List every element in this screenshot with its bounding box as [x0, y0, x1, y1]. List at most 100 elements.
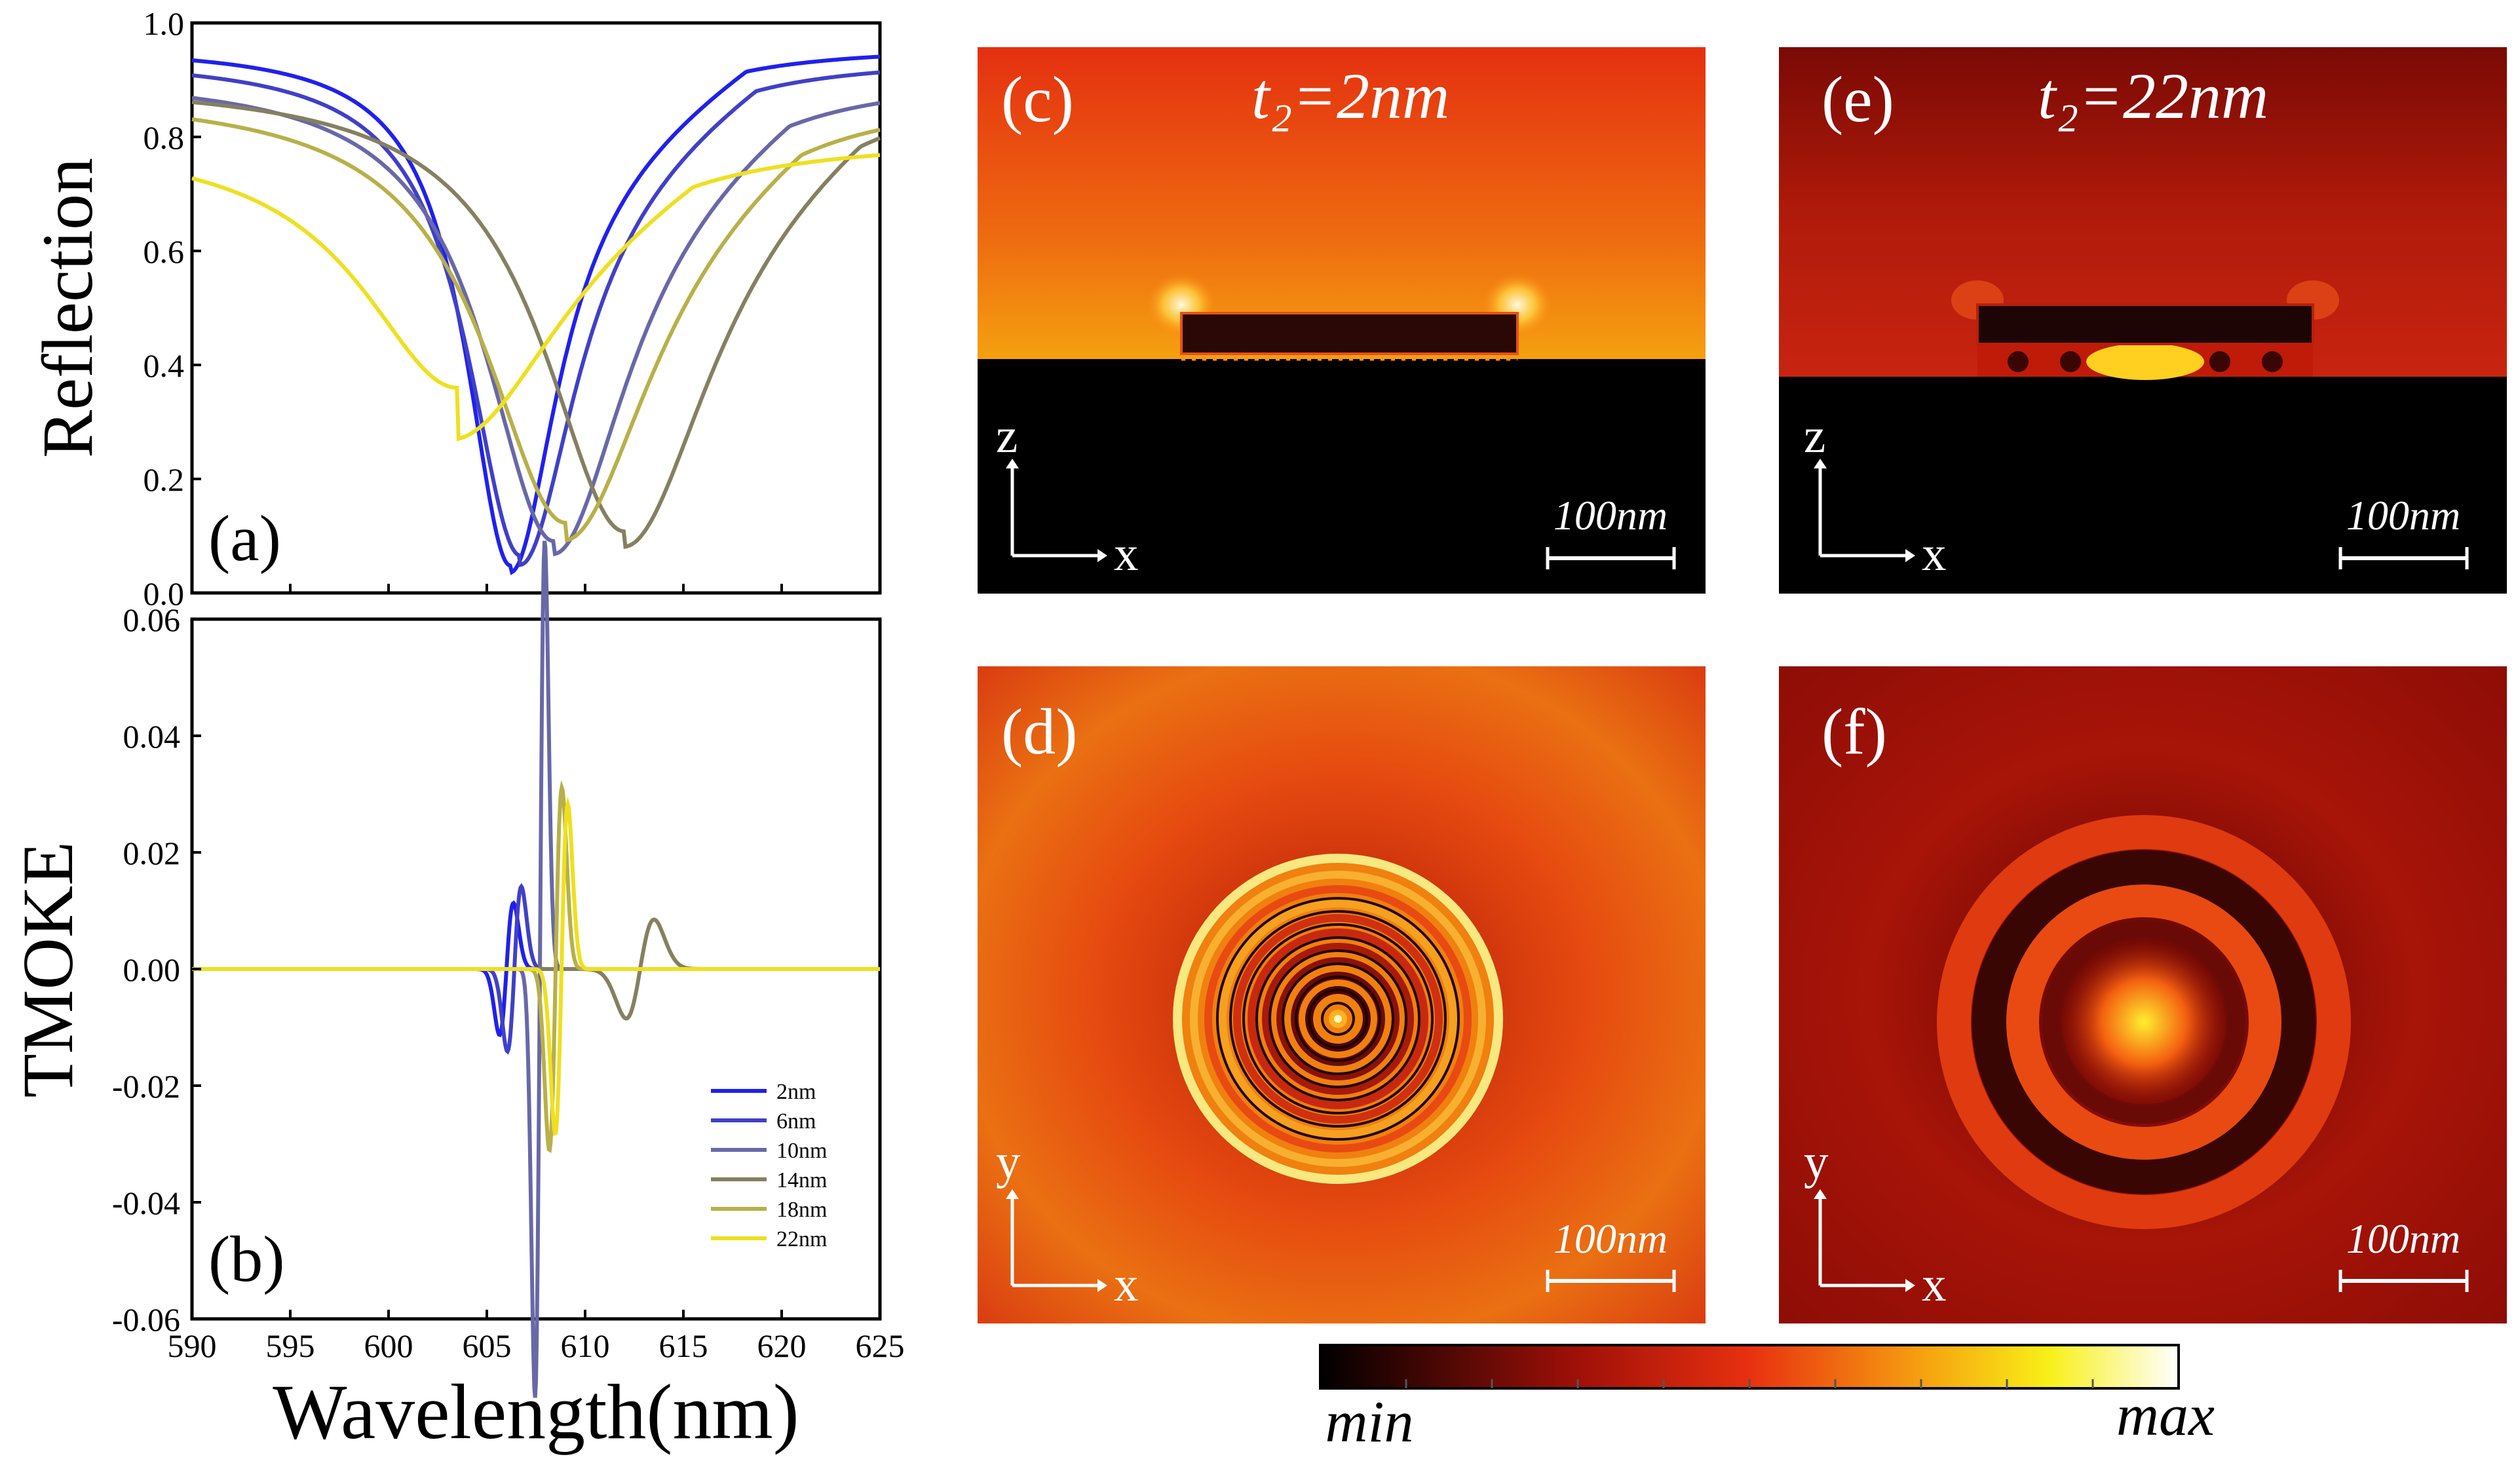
y-ticks-a: 0.0 0.2 0.4 0.6 0.8 1.0 [143, 5, 881, 612]
panel-title-c: t₂=2nm [1251, 60, 1449, 132]
panel-label-c: (c) [1001, 63, 1074, 136]
panel-label-f: (f) [1822, 695, 1887, 768]
y-tick-label-b: 0.04 [123, 718, 181, 755]
field-d-fringe [1269, 949, 1407, 1088]
y-tick-label-b: -0.04 [112, 1185, 180, 1221]
field-d-ring [1262, 943, 1414, 1095]
panel-d: (d) y x 100nm [978, 666, 1706, 1323]
field-d-ring [1276, 957, 1400, 1080]
axis-h-f: x [1922, 1257, 1947, 1312]
field-d-fringe [1255, 936, 1421, 1101]
tmoke-curves [192, 541, 880, 1398]
legend: 2nm 6nm 10nm 14nm 18nm 22nm [711, 1080, 827, 1251]
panel-label-e: (e) [1822, 63, 1894, 136]
x-tick-label-b: 590 [168, 1327, 217, 1364]
field-f-middle-ring [2006, 885, 2281, 1160]
x-tick-label-b: 595 [266, 1327, 315, 1364]
field-f-core [2059, 937, 2229, 1107]
field-e-substrate [1779, 377, 2507, 594]
field-d-fringe [1216, 897, 1460, 1141]
field-f-dark-ring [1972, 850, 2316, 1194]
axes-indicator-f [1814, 1189, 1915, 1292]
legend-label: 2nm [776, 1080, 816, 1104]
field-e-node [2209, 351, 2230, 372]
scalebar-label-e: 100nm [2346, 492, 2460, 539]
axis-h-d: x [1114, 1257, 1139, 1312]
field-c-upper [978, 47, 1706, 359]
xlabel: Wavelength(nm) [273, 1368, 799, 1455]
y-tick-label-a: 0.8 [143, 119, 185, 156]
panel-e: (e) t₂=22nm z x 100nm [1779, 47, 2507, 594]
panel-c: (c) t₂=2nm z x 100nm [978, 47, 1706, 594]
scalebar-label-f: 100nm [2346, 1215, 2460, 1262]
axes-indicator-d [1006, 1189, 1107, 1292]
field-e-node [2060, 351, 2081, 372]
y-tick-label-a: 1.0 [143, 5, 185, 42]
axes-indicator-e [1814, 459, 1915, 562]
legend-label: 6nm [776, 1109, 816, 1133]
y-tick-label-b: -0.06 [112, 1301, 180, 1338]
panel-label-b: (b) [208, 1223, 285, 1295]
field-e-node [2008, 351, 2029, 372]
legend-label: 10nm [776, 1139, 827, 1163]
field-e-node [2262, 351, 2283, 372]
x-tick-label-b: 625 [856, 1327, 905, 1364]
field-d-rings [1173, 854, 1503, 1184]
field-f-inner-dark [2042, 921, 2245, 1124]
field-d-ring [1219, 900, 1457, 1138]
series-line-22nm [192, 797, 880, 1137]
field-e-hotspot [2086, 343, 2204, 380]
series-line-10nm [191, 96, 881, 557]
colorbar-min-label: min [1326, 1390, 1414, 1455]
y-tick-label-b: -0.02 [112, 1068, 180, 1105]
colorbar-ticks [1405, 1379, 2094, 1388]
plot-frame-a [190, 21, 882, 595]
series-line-22nm [191, 153, 881, 442]
field-e-disk [1976, 303, 2314, 345]
field-d-fringe [1308, 989, 1368, 1049]
y-ticks-b: -0.06 -0.04 -0.02 0.00 0.02 0.04 0.06 [112, 601, 201, 1338]
axis-v-f: y [1804, 1135, 1829, 1189]
axis-v-e: z [1804, 409, 1825, 463]
field-d-ring [1190, 871, 1486, 1167]
y-tick-label-b: 0.06 [123, 601, 181, 638]
panel-title-e: t₂=22nm [2038, 60, 2268, 132]
panel-b: -0.06 -0.04 -0.02 0.00 0.02 0.04 0.06 590 595 60… [8, 541, 905, 1455]
field-c-disk [1180, 312, 1519, 355]
x-tick-label-b: 610 [561, 1327, 610, 1364]
field-d-ring [1248, 928, 1428, 1109]
field-d-fringe [1321, 1002, 1355, 1036]
field-d-fringe [1242, 923, 1434, 1114]
legend-label: 14nm [776, 1168, 827, 1192]
reflection-curves [191, 54, 881, 575]
x-ticks-b: 590 595 600 605 610 615 620 625 [168, 1310, 905, 1364]
panel-f: (f) y x 100nm [1779, 666, 2507, 1323]
colorbar-max-label: max [2116, 1383, 2215, 1448]
panel-label-d: (d) [1001, 695, 1078, 768]
ylabel-a: Reflection [28, 158, 107, 458]
legend-label: 18nm [776, 1198, 827, 1222]
axis-h-c: x [1114, 527, 1139, 581]
panel-label-a: (a) [208, 502, 281, 575]
field-d-fringe [1295, 976, 1381, 1062]
field-d-center-dot [1334, 1015, 1342, 1023]
scalebar-label-c: 100nm [1554, 492, 1668, 539]
axis-v-c: z [996, 409, 1018, 463]
field-d-ring [1204, 885, 1472, 1152]
legend-label: 22nm [776, 1227, 827, 1251]
x-tick-label-b: 600 [364, 1327, 413, 1364]
y-tick-label-a: 0.0 [143, 575, 185, 612]
ylabel-b: TMOKE [8, 841, 88, 1097]
colorbar: min max [1319, 1344, 2215, 1455]
y-tick-label-a: 0.6 [143, 233, 185, 270]
series-line-14nm [191, 100, 881, 549]
axis-h-e: x [1922, 527, 1947, 581]
field-d-ring [1233, 914, 1443, 1124]
scalebar-label-d: 100nm [1554, 1215, 1668, 1262]
series-line-18nm [191, 117, 881, 542]
x-tick-label-b: 615 [659, 1327, 708, 1364]
axes-indicator-c [1006, 459, 1107, 562]
y-tick-label-a: 0.2 [143, 461, 185, 498]
field-f-outer-ring [1937, 815, 2351, 1229]
